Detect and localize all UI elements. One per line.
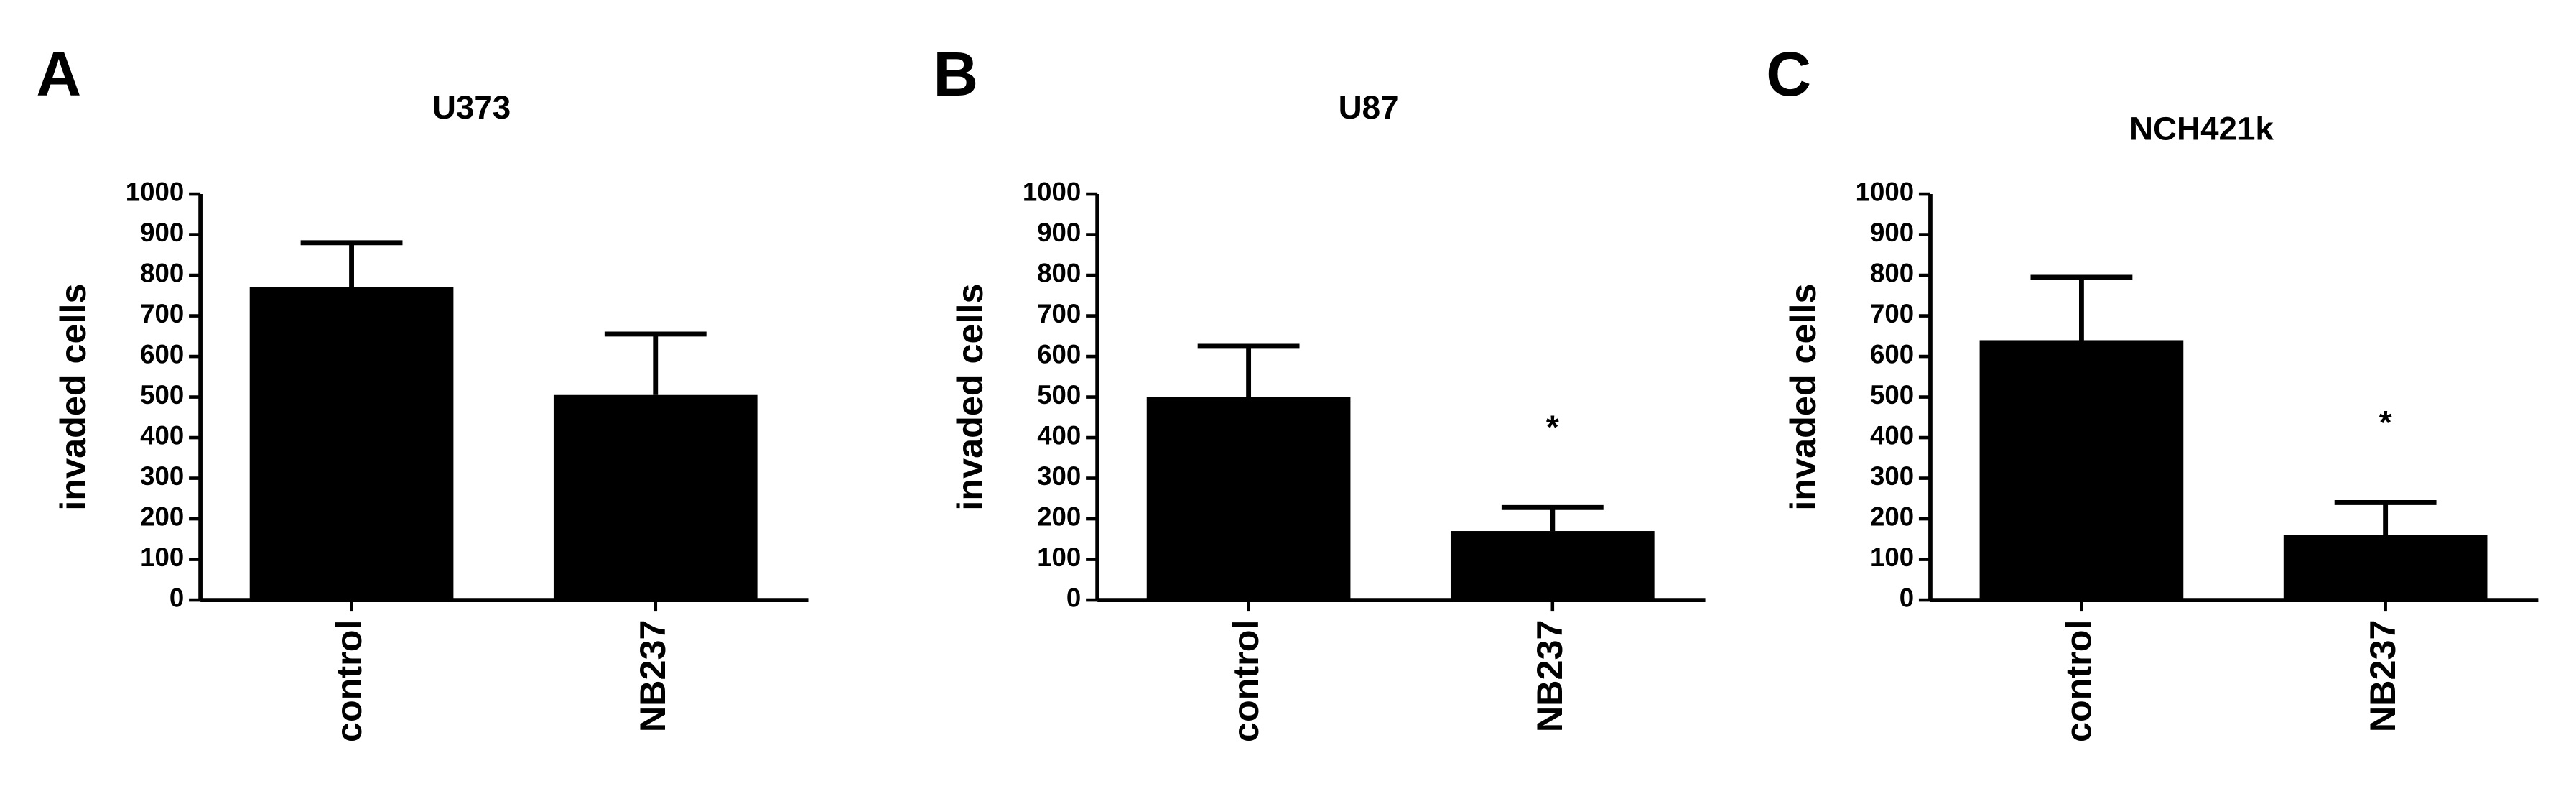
y-tick-label: 100 — [1870, 542, 1914, 572]
x-tick-label: control — [2058, 620, 2099, 743]
y-tick-label: 400 — [140, 421, 184, 451]
y-tick-label: 900 — [1870, 218, 1914, 247]
y-tick-label: 0 — [169, 583, 184, 613]
y-tick-label: 700 — [1870, 299, 1914, 328]
y-axis-label: invaded cells — [949, 284, 990, 511]
bar — [1979, 340, 2184, 601]
y-tick-label: 500 — [140, 380, 184, 410]
significance-mark: * — [1546, 409, 1559, 445]
error-bar — [1501, 504, 1604, 532]
chart-title: U373 — [432, 89, 511, 126]
y-tick-label: 700 — [140, 299, 184, 328]
error-bar — [2334, 500, 2437, 535]
y-tick-label: 300 — [1037, 461, 1081, 491]
panel-label: A — [36, 40, 81, 109]
x-tick-label: NB237 — [2362, 620, 2403, 733]
error-bar — [1197, 343, 1300, 397]
bar — [249, 287, 454, 601]
y-axis-label: invaded cells — [1782, 284, 1823, 511]
x-tick-label: NB237 — [632, 620, 673, 733]
x-tick-label: control — [328, 620, 369, 743]
error-bar — [604, 331, 707, 395]
panel-label: C — [1766, 40, 1811, 109]
chart-title: U87 — [1339, 89, 1399, 126]
y-tick-label: 200 — [140, 502, 184, 532]
error-bar — [300, 240, 403, 288]
y-tick-label: 0 — [1066, 583, 1081, 613]
y-tick-label: 100 — [1037, 542, 1081, 572]
y-tick-label: 100 — [140, 542, 184, 572]
y-tick-label: 300 — [140, 461, 184, 491]
y-tick-label: 200 — [1870, 502, 1914, 532]
x-tick-label: NB237 — [1529, 620, 1570, 733]
y-tick-label: 400 — [1870, 421, 1914, 451]
y-tick-label: 800 — [1870, 259, 1914, 288]
y-tick-label: 1000 — [126, 177, 184, 207]
bar — [2283, 535, 2488, 601]
panel-label: B — [933, 40, 978, 109]
significance-mark: * — [2379, 404, 2392, 440]
y-tick-label: 0 — [1900, 583, 1914, 613]
y-tick-label: 600 — [1870, 340, 1914, 369]
y-tick-label: 500 — [1037, 380, 1081, 410]
y-tick-label: 300 — [1870, 461, 1914, 491]
y-tick-label: 600 — [1037, 340, 1081, 369]
y-tick-label: 400 — [1037, 421, 1081, 451]
y-axis-label: invaded cells — [52, 284, 93, 511]
x-tick-label: control — [1225, 620, 1266, 743]
y-tick-label: 500 — [1870, 380, 1914, 410]
y-tick-label: 200 — [1037, 502, 1081, 532]
chart-title: NCH421k — [2129, 111, 2274, 147]
y-tick-label: 700 — [1037, 299, 1081, 328]
bar — [553, 394, 758, 601]
y-tick-label: 1000 — [1023, 177, 1081, 207]
bar — [1146, 397, 1351, 601]
y-tick-label: 800 — [140, 259, 184, 288]
y-tick-label: 900 — [140, 218, 184, 247]
bar — [1450, 531, 1655, 601]
y-tick-label: 800 — [1037, 259, 1081, 288]
y-tick-label: 900 — [1037, 218, 1081, 247]
y-tick-label: 1000 — [1856, 177, 1914, 207]
error-bar — [2030, 274, 2133, 341]
y-tick-label: 600 — [140, 340, 184, 369]
